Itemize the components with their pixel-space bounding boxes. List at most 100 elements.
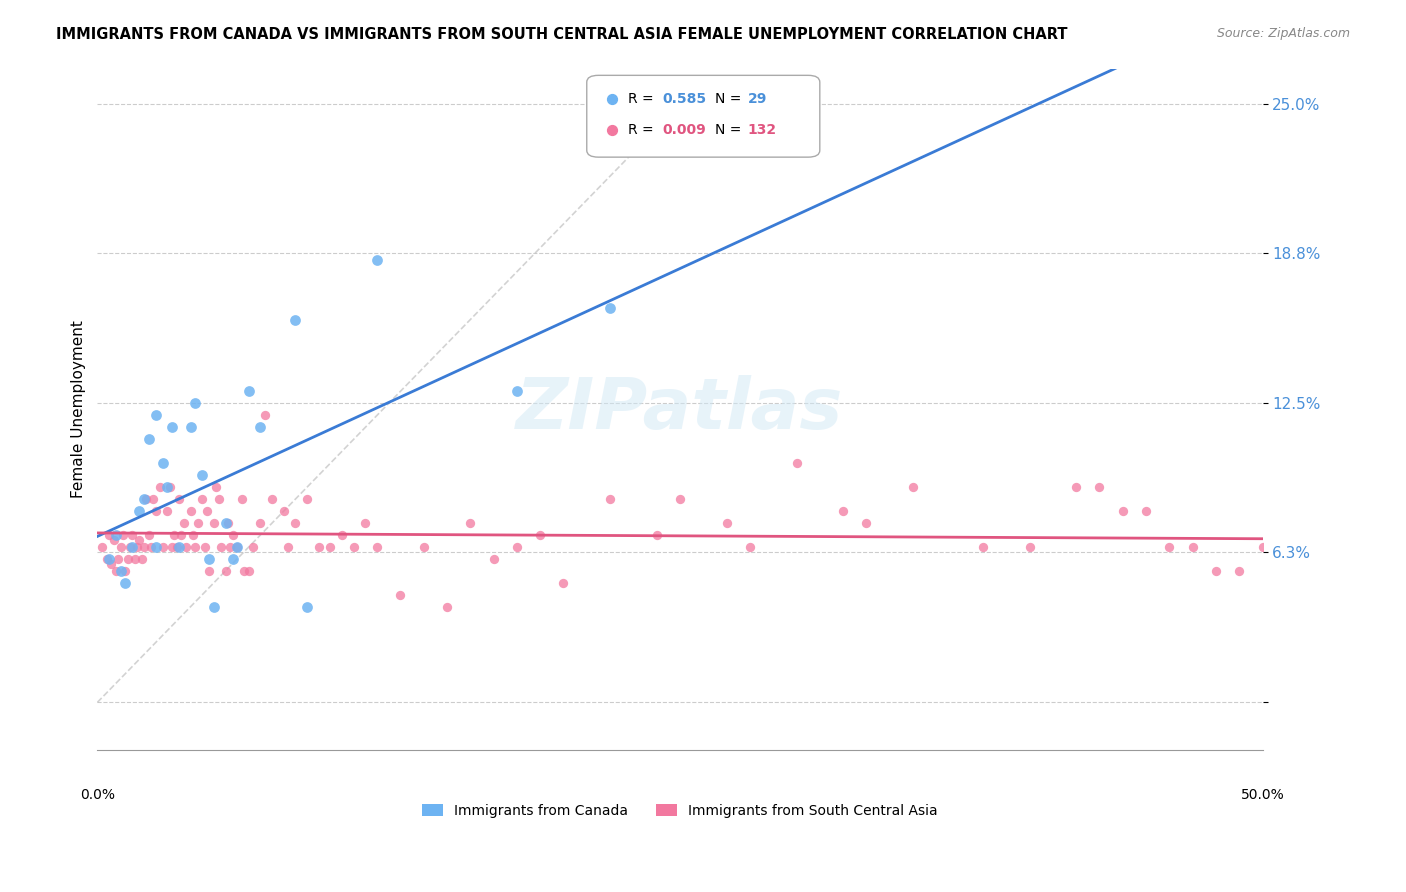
Point	[191, 468, 214, 483]
Point	[105, 528, 128, 542]
Point	[458, 516, 481, 530]
Point	[1298, 516, 1320, 530]
Point	[145, 504, 167, 518]
Point	[160, 540, 183, 554]
Point	[138, 432, 160, 446]
Point	[1344, 491, 1367, 506]
Point	[738, 540, 761, 554]
Point	[145, 540, 167, 554]
Point	[131, 552, 153, 566]
Point	[1064, 480, 1087, 494]
Point	[308, 540, 330, 554]
Point	[277, 540, 299, 554]
Point	[91, 540, 114, 554]
Point	[202, 516, 225, 530]
Point	[1135, 504, 1157, 518]
Text: R =: R =	[627, 123, 658, 136]
Point	[436, 599, 458, 614]
Point	[180, 504, 202, 518]
Point	[152, 540, 174, 554]
Point	[103, 533, 125, 547]
Point	[506, 540, 529, 554]
Text: Source: ZipAtlas.com: Source: ZipAtlas.com	[1216, 27, 1350, 40]
Point	[138, 528, 160, 542]
Point	[233, 564, 256, 578]
Point	[1275, 504, 1298, 518]
Point	[128, 533, 150, 547]
Point	[180, 420, 202, 434]
Point	[105, 564, 128, 578]
Point	[1112, 504, 1135, 518]
Point	[330, 528, 353, 542]
Text: IMMIGRANTS FROM CANADA VS IMMIGRANTS FROM SOUTH CENTRAL ASIA FEMALE UNEMPLOYMENT: IMMIGRANTS FROM CANADA VS IMMIGRANTS FRO…	[56, 27, 1067, 42]
Point	[124, 552, 146, 566]
Point	[1088, 480, 1111, 494]
Point	[1368, 540, 1391, 554]
Point	[389, 588, 412, 602]
Point	[1205, 564, 1227, 578]
Point	[1018, 540, 1040, 554]
Text: 29: 29	[748, 92, 766, 106]
Point	[284, 312, 307, 326]
Point	[599, 301, 621, 315]
Point	[174, 540, 197, 554]
Point	[184, 396, 207, 410]
Point	[901, 480, 924, 494]
Point	[110, 564, 132, 578]
Point	[249, 420, 271, 434]
Point	[226, 540, 249, 554]
Point	[716, 516, 738, 530]
Text: N =: N =	[714, 92, 745, 106]
Point	[529, 528, 551, 542]
Point	[1159, 540, 1181, 554]
Point	[354, 516, 377, 530]
Point	[132, 540, 155, 554]
Point	[217, 516, 239, 530]
Text: N =: N =	[714, 123, 745, 136]
Point	[1181, 540, 1204, 554]
Point	[98, 528, 121, 542]
Point	[111, 528, 134, 542]
Point	[254, 409, 277, 423]
Point	[1227, 564, 1250, 578]
Text: ZIPatlas: ZIPatlas	[516, 375, 844, 444]
Point	[128, 504, 150, 518]
Point	[121, 528, 143, 542]
Point	[96, 552, 118, 566]
Point	[972, 540, 994, 554]
Point	[231, 491, 253, 506]
Text: 0.585: 0.585	[662, 92, 707, 106]
Point	[184, 540, 207, 554]
Y-axis label: Female Unemployment: Female Unemployment	[72, 320, 86, 499]
Point	[139, 540, 162, 554]
Point	[366, 540, 388, 554]
Point	[319, 540, 342, 554]
Point	[262, 491, 284, 506]
Point	[195, 504, 218, 518]
Point	[366, 252, 388, 267]
Point	[135, 491, 157, 506]
Point	[1391, 552, 1406, 566]
Point	[249, 516, 271, 530]
Point	[181, 528, 204, 542]
Point	[167, 540, 190, 554]
Point	[205, 480, 228, 494]
Point	[221, 528, 243, 542]
Text: 132: 132	[748, 123, 776, 136]
Point	[209, 540, 232, 554]
Point	[221, 552, 243, 566]
Point	[506, 384, 529, 399]
Point	[219, 540, 242, 554]
Point	[117, 552, 139, 566]
Point	[156, 480, 179, 494]
Point	[149, 480, 172, 494]
Point	[145, 409, 167, 423]
Point	[273, 504, 295, 518]
Point	[1251, 540, 1274, 554]
Point	[114, 564, 136, 578]
Point	[110, 540, 132, 554]
Point	[295, 599, 318, 614]
Point	[238, 564, 260, 578]
Point	[284, 516, 307, 530]
Point	[238, 384, 260, 399]
